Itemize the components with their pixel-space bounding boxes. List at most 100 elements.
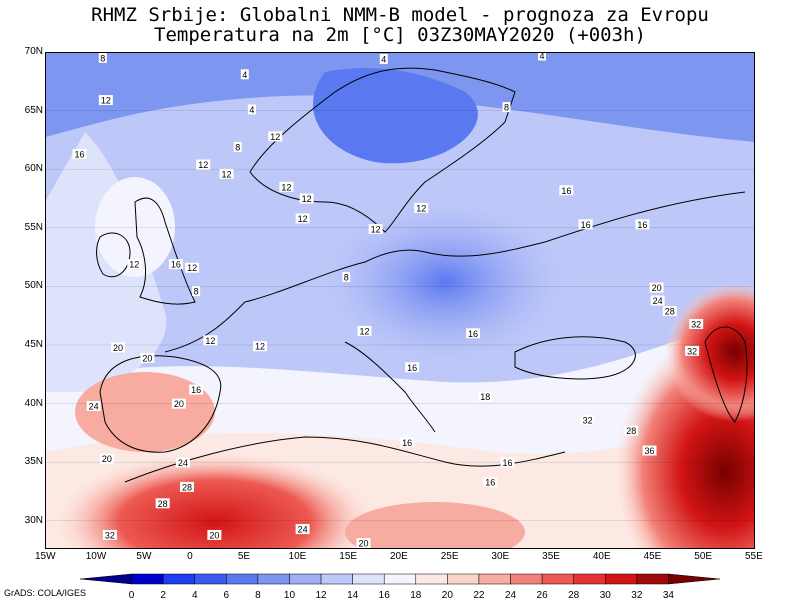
caspian-hot bbox=[665, 282, 755, 422]
lon-label: 10W bbox=[85, 551, 107, 562]
ireland-coast bbox=[96, 232, 131, 278]
contour-label: 12 bbox=[279, 181, 294, 192]
contour-label-text: 16 bbox=[561, 186, 571, 196]
contour-label-box bbox=[175, 457, 190, 468]
map-title: RHMZ Srbije: Globalni NMM-B model - prog… bbox=[91, 4, 709, 26]
contour-label: 16 bbox=[405, 362, 420, 373]
contour-label-box bbox=[98, 95, 113, 106]
contour-label-box bbox=[86, 400, 101, 411]
lon-label: 15W bbox=[35, 551, 56, 562]
great-britain-coast bbox=[134, 197, 196, 305]
contour-label-text: 8 bbox=[344, 273, 349, 283]
contour-label-box bbox=[140, 352, 155, 363]
contour-label: 16 bbox=[635, 219, 650, 230]
colorbar-swatch bbox=[447, 573, 480, 585]
lat-label: 30N bbox=[24, 514, 43, 526]
map-subtitle: Temperatura na 2m [°C] 03Z30MAY2020 (+00… bbox=[154, 24, 646, 46]
contour-label-box bbox=[203, 335, 218, 346]
contour-label-text: 12 bbox=[255, 342, 265, 352]
colorbar-swatch bbox=[573, 573, 606, 585]
contour-label-box bbox=[207, 529, 222, 540]
contour-label-text: 20 bbox=[358, 539, 368, 549]
colorbar-swatch bbox=[320, 573, 353, 585]
contour-label: 12 bbox=[299, 193, 314, 204]
contour-label: 12 bbox=[295, 213, 310, 224]
africa-hot bbox=[55, 452, 375, 549]
contour-label-box bbox=[578, 219, 593, 230]
contour-label-box bbox=[642, 445, 657, 456]
contour-label-text: 16 bbox=[503, 458, 513, 468]
atlantic-mild bbox=[45, 132, 167, 392]
contour-label: 24 bbox=[650, 295, 665, 306]
contour-label-text: 12 bbox=[371, 224, 381, 234]
colorbar-swatch bbox=[131, 573, 164, 585]
contour-label: 8 bbox=[192, 286, 201, 297]
contour-label-text: 12 bbox=[359, 326, 369, 336]
contour-label-text: 16 bbox=[485, 478, 495, 488]
contour-label-box bbox=[192, 286, 201, 297]
contour-label-box bbox=[502, 102, 511, 113]
colorbar-label: 10 bbox=[284, 590, 296, 600]
colorbar-label: 6 bbox=[224, 590, 230, 600]
contour-label-text: 4 bbox=[539, 52, 544, 61]
contour-label-box bbox=[538, 52, 546, 61]
contour-label-text: 12 bbox=[270, 132, 280, 142]
contour-label: 4 bbox=[538, 52, 546, 61]
lon-label: 45E bbox=[643, 551, 662, 562]
contour-label-box bbox=[662, 306, 677, 317]
contour-label: 16 bbox=[466, 328, 481, 339]
colorbar-swatch bbox=[226, 573, 259, 585]
lon-label: 0 bbox=[187, 551, 193, 562]
contour-label-box bbox=[649, 282, 664, 293]
colorbar-swatch bbox=[352, 573, 385, 585]
contour-label-text: 16 bbox=[581, 220, 591, 230]
contour-label-text: 20 bbox=[142, 353, 152, 363]
contour-label-text: 16 bbox=[171, 260, 181, 270]
lon-label: 55E bbox=[745, 551, 763, 562]
map-border bbox=[45, 52, 755, 549]
contour-label-text: 32 bbox=[583, 416, 593, 426]
contour-label: 16 bbox=[400, 437, 415, 448]
lat-label: 55N bbox=[24, 221, 43, 233]
grads-credit: GrADS: COLA/IGES bbox=[4, 588, 87, 598]
contour-label-box bbox=[189, 384, 204, 395]
colorbar-label: 28 bbox=[568, 590, 580, 600]
contour-label-box bbox=[196, 159, 211, 170]
iberia-warm bbox=[75, 372, 215, 452]
contour-label-text: 12 bbox=[302, 194, 312, 204]
contour-label-box bbox=[559, 185, 574, 196]
colorbar-label: 30 bbox=[600, 590, 612, 600]
contour-label-box bbox=[247, 104, 256, 115]
scandinavia-cold bbox=[313, 68, 478, 164]
contour-label-box bbox=[689, 318, 704, 329]
contour-label-box bbox=[279, 181, 294, 192]
contour-label-box bbox=[171, 398, 186, 409]
contour-label-text: 20 bbox=[174, 399, 184, 409]
contour-label-text: 12 bbox=[198, 160, 208, 170]
contour-label-box bbox=[342, 272, 351, 283]
contour-label-text: 12 bbox=[187, 263, 197, 273]
colorbar-swatch bbox=[162, 573, 195, 585]
contour-label-box bbox=[233, 141, 242, 152]
lat-label: 60N bbox=[24, 163, 43, 175]
libya-warm bbox=[345, 502, 525, 549]
contour-label-text: 24 bbox=[653, 296, 663, 306]
contour-label-text: 28 bbox=[182, 482, 192, 492]
contour-label-box bbox=[102, 529, 117, 540]
contour-label-box bbox=[483, 477, 498, 488]
lat-label: 70N bbox=[24, 46, 43, 57]
colorbar-labels: 0 2 4 6 8 10 12 14 16 18 20 22 24 26 28 30 32 34 bbox=[129, 590, 675, 600]
contour-label-box bbox=[111, 342, 126, 353]
contour-label: 20 bbox=[140, 352, 155, 363]
contour-label-text: 8 bbox=[504, 103, 509, 113]
contour-label: 8 bbox=[233, 141, 242, 152]
contour-label-box bbox=[400, 437, 415, 448]
italy-coast bbox=[344, 341, 436, 433]
colorbar-label: 32 bbox=[631, 590, 643, 600]
colorbar-label: 14 bbox=[347, 590, 359, 600]
black-sea-coast bbox=[514, 336, 636, 380]
lon-label: 30E bbox=[491, 551, 510, 562]
contour-label: 12 bbox=[268, 131, 283, 142]
contour-label-box bbox=[356, 538, 371, 549]
colorbar-label: 20 bbox=[442, 590, 454, 600]
